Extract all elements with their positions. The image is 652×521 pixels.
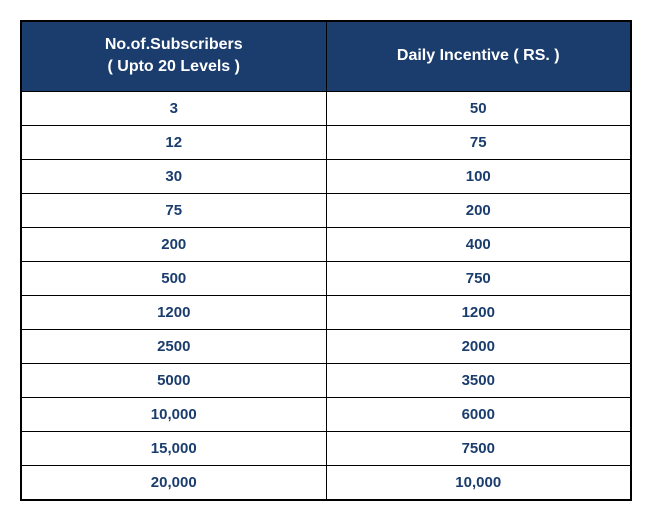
table-row: 2500 2000 xyxy=(21,329,631,363)
cell-incentive: 200 xyxy=(326,193,631,227)
cell-subscribers: 30 xyxy=(21,159,326,193)
table-row: 30 100 xyxy=(21,159,631,193)
cell-incentive: 75 xyxy=(326,125,631,159)
table-row: 20,000 10,000 xyxy=(21,465,631,500)
cell-subscribers: 15,000 xyxy=(21,431,326,465)
cell-subscribers: 20,000 xyxy=(21,465,326,500)
cell-incentive: 100 xyxy=(326,159,631,193)
table-body: 3 50 12 75 30 100 75 200 200 400 500 750 xyxy=(21,91,631,500)
table-row: 500 750 xyxy=(21,261,631,295)
table-row: 3 50 xyxy=(21,91,631,125)
table-row: 15,000 7500 xyxy=(21,431,631,465)
cell-incentive: 2000 xyxy=(326,329,631,363)
table-row: 10,000 6000 xyxy=(21,397,631,431)
incentive-table-container: No.of.Subscribers ( Upto 20 Levels ) Dai… xyxy=(20,20,632,501)
cell-subscribers: 200 xyxy=(21,227,326,261)
cell-subscribers: 75 xyxy=(21,193,326,227)
table-row: 1200 1200 xyxy=(21,295,631,329)
table-row: 200 400 xyxy=(21,227,631,261)
cell-incentive: 750 xyxy=(326,261,631,295)
col-header-subscribers-line2: ( Upto 20 Levels ) xyxy=(108,58,240,75)
col-header-subscribers-line1: No.of.Subscribers xyxy=(105,36,243,53)
cell-incentive: 6000 xyxy=(326,397,631,431)
cell-subscribers: 1200 xyxy=(21,295,326,329)
table-header-row: No.of.Subscribers ( Upto 20 Levels ) Dai… xyxy=(21,21,631,91)
col-header-incentive-line1: Daily Incentive ( RS. ) xyxy=(397,47,560,64)
cell-incentive: 400 xyxy=(326,227,631,261)
cell-subscribers: 12 xyxy=(21,125,326,159)
cell-subscribers: 2500 xyxy=(21,329,326,363)
cell-subscribers: 3 xyxy=(21,91,326,125)
cell-subscribers: 10,000 xyxy=(21,397,326,431)
cell-incentive: 1200 xyxy=(326,295,631,329)
col-header-subscribers: No.of.Subscribers ( Upto 20 Levels ) xyxy=(21,21,326,91)
cell-incentive: 7500 xyxy=(326,431,631,465)
cell-subscribers: 500 xyxy=(21,261,326,295)
cell-incentive: 3500 xyxy=(326,363,631,397)
incentive-table: No.of.Subscribers ( Upto 20 Levels ) Dai… xyxy=(20,20,632,501)
table-row: 12 75 xyxy=(21,125,631,159)
col-header-incentive: Daily Incentive ( RS. ) xyxy=(326,21,631,91)
cell-incentive: 10,000 xyxy=(326,465,631,500)
cell-subscribers: 5000 xyxy=(21,363,326,397)
cell-incentive: 50 xyxy=(326,91,631,125)
table-row: 75 200 xyxy=(21,193,631,227)
table-row: 5000 3500 xyxy=(21,363,631,397)
